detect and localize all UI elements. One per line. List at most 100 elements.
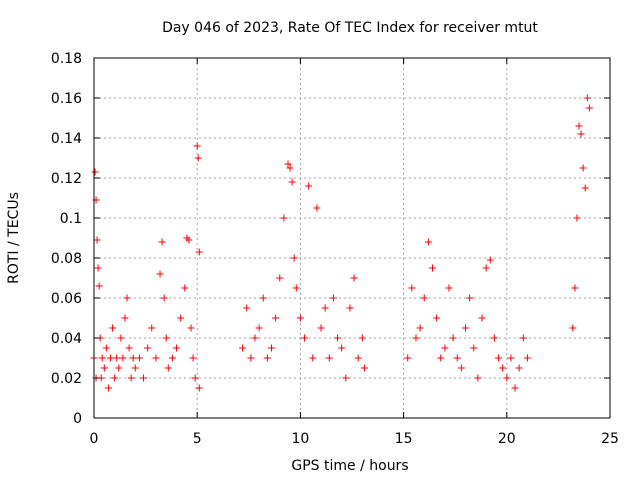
data-point (462, 324, 470, 332)
data-point (579, 164, 587, 172)
data-point (160, 294, 168, 302)
data-point (571, 284, 579, 292)
data-point (305, 182, 313, 190)
data-point (449, 334, 457, 342)
data-point (280, 214, 288, 222)
data-point (317, 324, 325, 332)
data-point (195, 248, 203, 256)
data-point (152, 354, 160, 362)
data-point (185, 236, 193, 244)
data-point (173, 344, 181, 352)
data-point (428, 264, 436, 272)
data-point (416, 324, 424, 332)
data-point (486, 256, 494, 264)
data-point (346, 304, 354, 312)
y-tick-label: 0.14 (51, 131, 82, 147)
data-point (239, 344, 247, 352)
y-tick-label: 0.06 (51, 291, 82, 307)
data-point (301, 334, 309, 342)
data-point (474, 374, 482, 382)
y-tick-label: 0.08 (51, 251, 82, 267)
data-point (94, 264, 102, 272)
data-point (164, 364, 172, 372)
data-point (424, 238, 432, 246)
data-point (98, 354, 106, 362)
data-point (121, 314, 129, 322)
data-point (144, 344, 152, 352)
data-point (193, 142, 201, 150)
x-tick-label: 25 (601, 431, 619, 447)
data-point (168, 354, 176, 362)
y-tick-label: 0.04 (51, 331, 82, 347)
chart-title: Day 046 of 2023, Rate Of TEC Index for r… (162, 20, 538, 36)
data-point (338, 344, 346, 352)
data-point (95, 282, 103, 290)
data-point (342, 374, 350, 382)
data-point (189, 354, 197, 362)
y-tick-label: 0.1 (60, 211, 82, 227)
data-point (117, 334, 125, 342)
data-point (127, 374, 135, 382)
data-point (511, 384, 519, 392)
data-point (507, 354, 515, 362)
data-point (243, 304, 251, 312)
data-point (441, 344, 449, 352)
data-point (195, 384, 203, 392)
data-point (470, 344, 478, 352)
data-point (478, 314, 486, 322)
y-axis-label: ROTI / TECUs (6, 192, 22, 284)
data-point (255, 324, 263, 332)
data-point (360, 364, 368, 372)
data-point (156, 270, 164, 278)
data-point (268, 344, 276, 352)
data-point (187, 324, 195, 332)
data-point (162, 334, 170, 342)
data-point (191, 374, 199, 382)
data-point (123, 294, 131, 302)
data-point (140, 374, 148, 382)
y-tick-label: 0.16 (51, 91, 82, 107)
data-point (131, 364, 139, 372)
data-point (482, 264, 490, 272)
data-point (325, 354, 333, 362)
data-point (575, 122, 583, 130)
y-tick-label: 0.12 (51, 171, 82, 187)
data-point (251, 334, 259, 342)
data-point (177, 314, 185, 322)
data-point (109, 324, 117, 332)
data-point (290, 254, 298, 262)
data-point (503, 374, 511, 382)
data-point (358, 334, 366, 342)
data-point (495, 354, 503, 362)
data-point (581, 184, 589, 192)
x-tick-label: 5 (193, 431, 202, 447)
data-point (115, 364, 123, 372)
plot-frame (93, 57, 611, 419)
data-point (91, 168, 99, 176)
x-tick-label: 0 (90, 431, 99, 447)
data-point (569, 324, 577, 332)
data-point (288, 178, 296, 186)
data-point (334, 334, 342, 342)
data-points (90, 94, 593, 392)
data-point (125, 344, 133, 352)
x-tick-label: 10 (291, 431, 309, 447)
data-point (93, 236, 101, 244)
data-point (577, 130, 585, 138)
data-point (111, 374, 119, 382)
data-point (412, 334, 420, 342)
data-point (286, 164, 294, 172)
data-point (457, 364, 465, 372)
data-point (102, 344, 110, 352)
data-point (272, 314, 280, 322)
data-point (194, 154, 202, 162)
data-point (276, 274, 284, 282)
x-axis-label: GPS time / hours (291, 458, 408, 474)
data-point (313, 204, 321, 212)
data-point (420, 294, 428, 302)
data-point (104, 384, 112, 392)
x-tick-label: 20 (498, 431, 516, 447)
axis-ticks: 0 5 10 15 20 25 0 0.02 0.04 0.06 0.08 0.1 0.12 0.14 0.… (51, 51, 619, 447)
data-point (499, 364, 507, 372)
